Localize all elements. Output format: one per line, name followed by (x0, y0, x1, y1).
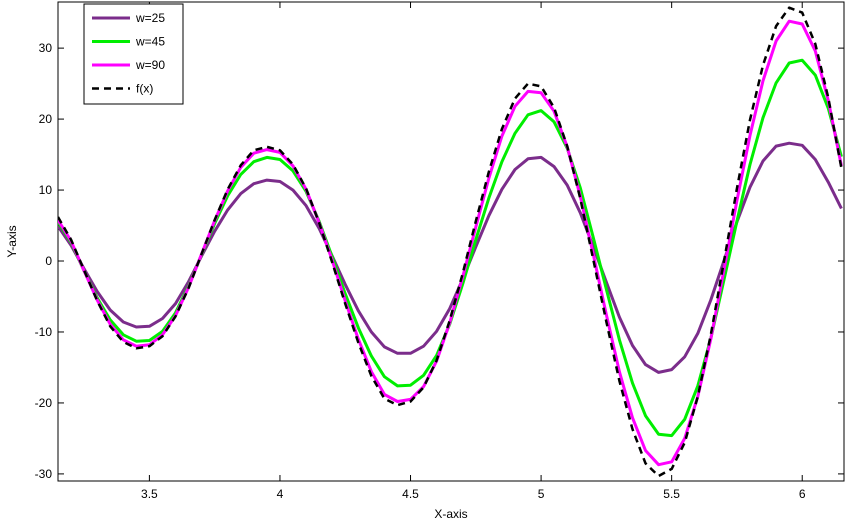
x-axis-label: X-axis (434, 507, 467, 521)
x-tick-label: 3.5 (141, 487, 158, 501)
plot-frame (57, 1, 845, 482)
x-tick-label: 4 (277, 487, 284, 501)
legend-label: w=25 (135, 11, 165, 25)
legend: w=25 w=45 w=90 f(x) (83, 3, 184, 105)
y-tick-label: 10 (39, 183, 53, 197)
legend-label: w=90 (135, 58, 165, 72)
series-line-3 (58, 6, 843, 478)
x-tick-label: 6 (799, 487, 806, 501)
legend-items: w=25 w=45 w=90 f(x) (92, 11, 165, 96)
y-axis-ticks: -30 -20 -10 0 10 20 30 (35, 41, 844, 481)
x-tick-label: 5 (538, 487, 545, 501)
y-tick-label: -10 (35, 325, 53, 339)
legend-box (83, 3, 184, 105)
y-tick-label: 20 (39, 112, 53, 126)
y-tick-label: 30 (39, 41, 53, 55)
series-line-0 (58, 141, 843, 374)
x-tick-label: 4.5 (402, 487, 419, 501)
x-tick-label: 5.5 (663, 487, 680, 501)
legend-label: w=45 (135, 35, 165, 49)
y-tick-label: -20 (35, 396, 53, 410)
y-axis-label: Y-axis (5, 225, 19, 257)
x-axis-ticks: 3.5 4 4.5 5 5.5 6 (141, 2, 806, 501)
plot-area: 3.5 4 4.5 5 5.5 6 -30 -20 -10 0 10 20 30 (35, 1, 845, 501)
y-tick-label: -30 (35, 467, 53, 481)
series-lines (58, 6, 843, 478)
legend-label: f(x) (136, 82, 153, 96)
y-tick-label: 0 (45, 254, 52, 268)
